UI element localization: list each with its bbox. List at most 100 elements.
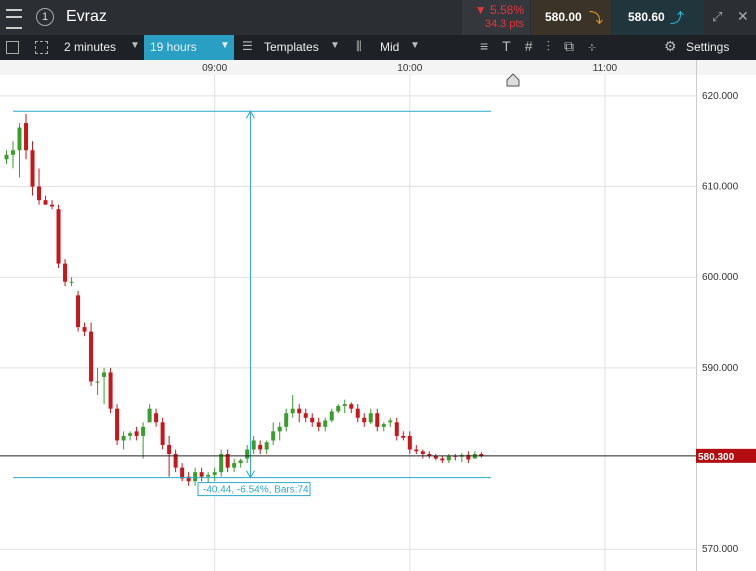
menu-icon[interactable] <box>6 9 22 29</box>
dropdown-arrow: ▼ <box>410 40 420 51</box>
top-bar: 1 Evraz ▼ 5.58% 34.3 pts 580.00 ⤵ 580.60… <box>0 0 756 35</box>
buy-button[interactable]: 580.60 ⤴ <box>612 0 704 35</box>
candle-body <box>466 454 471 460</box>
change-pct: ▼ 5.58% <box>474 3 524 17</box>
interval[interactable]: 2 minutes <box>64 40 117 54</box>
candle-body <box>17 127 22 151</box>
candle-body <box>349 404 354 409</box>
candle-body <box>50 204 55 207</box>
candle-body <box>147 408 152 423</box>
candle-body <box>4 154 9 160</box>
list-icon[interactable] <box>6 41 19 54</box>
candle-body <box>336 405 341 412</box>
candle-body <box>329 411 334 421</box>
span: 19 hours <box>150 40 197 54</box>
candle-body <box>30 150 35 187</box>
candle-body <box>342 404 347 406</box>
candle-body <box>355 408 360 418</box>
candle-body <box>11 150 16 155</box>
close-icon[interactable]: ✕ <box>737 8 749 24</box>
settings-icon: ⚙ <box>664 38 677 54</box>
candle-body <box>479 454 484 456</box>
scroll-marker[interactable] <box>506 73 520 87</box>
candle-body <box>154 413 159 423</box>
candle-body <box>414 449 419 452</box>
x-tick-label: 10:00 <box>397 63 422 74</box>
candle-body <box>69 281 74 283</box>
candle-body <box>381 424 386 427</box>
candle-body <box>199 472 204 477</box>
y-tick-label: 610.000 <box>702 182 739 193</box>
y-tick-label: 620.000 <box>702 91 739 102</box>
candle-body <box>193 472 198 482</box>
candle-body <box>43 200 48 205</box>
x-tick-label: 09:00 <box>202 63 227 74</box>
arrow-head <box>245 110 255 479</box>
candle-body <box>362 417 367 423</box>
tool-icons[interactable]: ≡T#⫶⧉⊹ <box>480 38 610 54</box>
toolbar: 2 minutes ▼ 19 hours ▼ ☰ Templates ▼ ⫼ M… <box>0 35 756 60</box>
templates[interactable]: Templates <box>264 40 319 54</box>
candle-body <box>310 417 315 423</box>
layout-icon[interactable] <box>35 41 48 54</box>
candle-body <box>121 435 126 441</box>
candle-body <box>427 454 432 456</box>
buy-arrow: ⤴ <box>670 10 684 26</box>
change-box: ▼ 5.58% 34.3 pts <box>462 0 530 35</box>
settings[interactable]: Settings <box>686 40 730 54</box>
candle-body <box>303 413 308 418</box>
info-icon[interactable]: 1 <box>36 8 54 26</box>
current-price-label: 580.300 <box>698 452 735 463</box>
candle-body <box>271 431 276 441</box>
candle-body <box>368 413 373 423</box>
dropdown-arrow: ▼ <box>130 40 140 51</box>
candle-body <box>284 413 289 427</box>
candle-body <box>440 458 445 461</box>
candle-body <box>102 372 107 377</box>
candle-body <box>82 327 87 332</box>
expand-icon[interactable]: ⤢ <box>712 9 723 24</box>
candle-body <box>56 209 61 264</box>
y-tick-label: 590.000 <box>702 363 739 374</box>
current-price-box <box>696 448 756 463</box>
candle-body <box>251 440 256 450</box>
candle-body <box>128 433 133 436</box>
buy-price: 580.60 <box>628 10 665 24</box>
y-tick-label: 570.000 <box>702 544 739 555</box>
sell-button[interactable]: 580.00 ⤵ <box>531 0 611 35</box>
x-tick-label: 11:00 <box>593 63 618 74</box>
candle-body <box>394 422 399 436</box>
candle-body <box>375 413 380 427</box>
measure-label-box <box>197 482 311 497</box>
candle-body <box>160 422 165 445</box>
candle-body <box>212 472 217 475</box>
candle-body <box>167 444 172 455</box>
sell-arrow: ⤵ <box>589 10 603 26</box>
candle-body <box>316 422 321 427</box>
candle-body <box>115 408 120 441</box>
candle-body <box>63 263 68 282</box>
price-type[interactable]: Mid <box>380 40 400 54</box>
templates-icon: ☰ <box>242 39 253 53</box>
candle-body <box>238 460 243 464</box>
candle-icon: ⫼ <box>356 39 362 53</box>
candle-body <box>446 455 451 461</box>
time-axis-strip <box>0 60 756 75</box>
candle-body <box>232 463 237 468</box>
candle-body <box>180 467 185 479</box>
instrument: Evraz <box>66 8 107 25</box>
dropdown-arrow: ▼ <box>330 40 340 51</box>
candle-body <box>407 435 412 450</box>
candle-body <box>24 123 29 151</box>
candle-body <box>76 295 81 328</box>
candle-body <box>290 408 295 414</box>
measure-label: -40.44, -6.54%, Bars:74 <box>203 485 309 496</box>
chart: 09:00 10:00 11:00 570.000 590.000 600.000 610.… <box>0 60 756 571</box>
candle-body <box>420 451 425 455</box>
sell-price: 580.00 <box>545 10 582 24</box>
candle-body <box>401 435 406 438</box>
candle-body <box>264 442 269 450</box>
candle-body <box>37 186 42 201</box>
candle-body <box>186 476 191 482</box>
span-select[interactable]: 19 hours ▼ <box>144 35 234 60</box>
